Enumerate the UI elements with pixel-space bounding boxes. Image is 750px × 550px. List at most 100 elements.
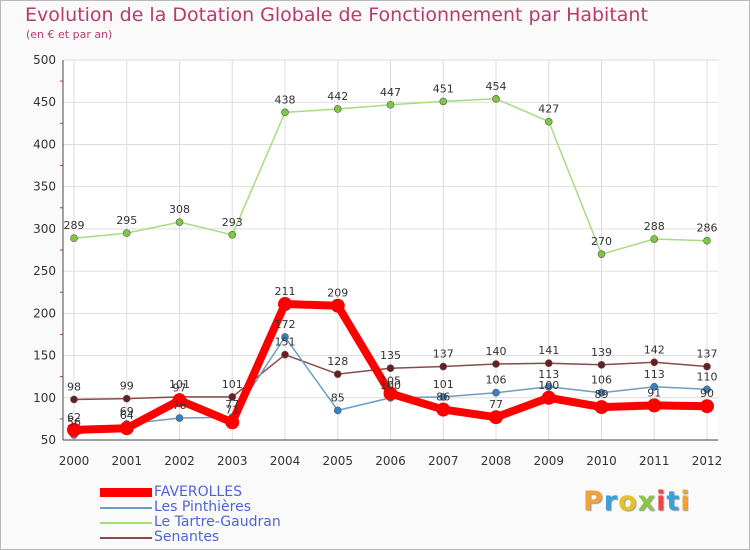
data-point-faverolles-2009	[541, 390, 556, 405]
data-point-le-tartre-gaudran-2004	[281, 108, 289, 117]
data-label-les-pinthi-res-2006: 100	[380, 379, 401, 392]
data-label-faverolles-2012: 90	[700, 387, 714, 400]
data-label-les-pinthi-res-2011: 113	[644, 368, 665, 381]
data-point-le-tartre-gaudran-2008	[492, 95, 500, 103]
data-point-le-tartre-gaudran-2000	[70, 234, 78, 242]
data-label-senantes-2009: 141	[538, 344, 559, 357]
data-label-le-tartre-gaudran-2006: 447	[380, 86, 401, 99]
data-point-senantes-2007	[439, 362, 448, 371]
data-label-senantes-2005: 128	[327, 355, 348, 368]
data-point-faverolles-2010	[594, 400, 609, 415]
data-label-faverolles-2004: 211	[275, 285, 296, 298]
x-tick-label-2002: 2002	[164, 454, 195, 468]
data-label-faverolles-2005: 209	[327, 287, 348, 300]
data-point-faverolles-2002	[172, 393, 187, 408]
data-label-les-pinthi-res-2012: 110	[697, 370, 718, 383]
x-tick-label-2000: 2000	[59, 454, 90, 468]
data-point-les-pinthi-res-2012	[703, 385, 711, 394]
data-label-les-pinthi-res-2005: 85	[331, 391, 345, 404]
data-label-les-pinthi-res-2009: 113	[538, 368, 559, 381]
data-label-faverolles-2007: 86	[436, 391, 450, 404]
data-label-faverolles-2008: 77	[489, 398, 503, 411]
data-point-le-tartre-gaudran-2001	[122, 229, 131, 237]
logo-letter: o	[618, 486, 638, 517]
data-label-le-tartre-gaudran-2009: 427	[538, 103, 559, 116]
data-label-le-tartre-gaudran-2003: 293	[222, 216, 243, 229]
data-point-les-pinthi-res-2004	[281, 333, 289, 341]
logo-letter: t	[666, 486, 681, 517]
data-label-faverolles-2011: 91	[647, 386, 661, 399]
data-point-senantes-2001	[122, 394, 131, 403]
y-tick-label-500: 500	[33, 53, 56, 67]
y-tick-label-400: 400	[33, 137, 56, 151]
data-label-senantes-2007: 137	[433, 348, 454, 361]
data-point-faverolles-2006	[383, 386, 398, 401]
proxiti-logo: Proxiti	[583, 486, 691, 517]
data-point-faverolles-2000	[67, 422, 81, 437]
x-tick-label-2007: 2007	[428, 454, 459, 468]
data-label-faverolles-2002: 97	[173, 381, 187, 394]
data-point-les-pinthi-res-2007	[439, 393, 448, 401]
x-tick-label-2006: 2006	[375, 454, 406, 468]
data-point-faverolles-2005	[330, 298, 345, 313]
data-label-faverolles-2000: 62	[67, 411, 81, 424]
data-point-le-tartre-gaudran-2010	[597, 250, 606, 259]
data-label-senantes-2004: 151	[275, 336, 296, 349]
data-point-les-pinthi-res-2002	[175, 414, 184, 422]
data-point-le-tartre-gaudran-2006	[386, 100, 395, 109]
data-label-faverolles-2001: 64	[120, 409, 134, 422]
data-label-les-pinthi-res-2003: 77	[225, 398, 239, 411]
x-tick-label-2001: 2001	[111, 454, 142, 468]
y-tick-label-300: 300	[33, 222, 56, 236]
data-point-le-tartre-gaudran-2009	[544, 117, 553, 126]
y-tick-label-150: 150	[33, 349, 56, 363]
data-label-senantes-2001: 99	[120, 380, 134, 393]
data-label-le-tartre-gaudran-2010: 270	[591, 235, 612, 248]
logo-letter: r	[603, 486, 619, 517]
chart-title: Evolution de la Dotation Globale de Fonc…	[25, 4, 648, 26]
data-point-le-tartre-gaudran-2011	[650, 235, 659, 243]
data-point-le-tartre-gaudran-2005	[333, 105, 342, 113]
x-tick-label-2012: 2012	[692, 454, 723, 468]
data-label-le-tartre-gaudran-2007: 451	[433, 82, 454, 95]
data-point-le-tartre-gaudran-2007	[439, 97, 448, 106]
logo-letter: P	[583, 486, 604, 517]
data-point-faverolles-2001	[119, 421, 134, 436]
data-label-faverolles-2010: 89	[595, 388, 609, 401]
data-point-faverolles-2011	[647, 398, 662, 413]
data-point-senantes-2010	[597, 361, 606, 369]
legend-swatch-faverolles	[100, 488, 152, 497]
x-tick-label-2005: 2005	[322, 454, 353, 468]
data-label-faverolles-2006: 105	[380, 375, 401, 388]
data-point-senantes-2005	[333, 370, 342, 378]
y-tick-label-50: 50	[41, 433, 56, 447]
data-label-les-pinthi-res-2007: 101	[433, 378, 454, 391]
y-tick-label-250: 250	[33, 264, 56, 278]
logo-letter: i	[656, 486, 667, 517]
data-label-les-pinthi-res-2001: 69	[120, 405, 134, 418]
x-tick-label-2010: 2010	[586, 454, 617, 468]
data-point-faverolles-2008	[489, 410, 503, 425]
data-point-le-tartre-gaudran-2003	[228, 231, 237, 239]
data-label-faverolles-2009: 100	[538, 379, 559, 392]
data-label-les-pinthi-res-2000: 56	[67, 416, 81, 429]
data-label-les-pinthi-res-2008: 106	[486, 374, 507, 387]
data-point-les-pinthi-res-2010	[597, 388, 606, 397]
data-label-senantes-2000: 98	[67, 380, 81, 393]
data-point-les-pinthi-res-2005	[333, 406, 342, 415]
data-point-le-tartre-gaudran-2012	[703, 236, 711, 245]
x-tick-label-2004: 2004	[270, 454, 301, 468]
legend-label-le-tartre-gaudran: Le Tartre-Gaudran	[154, 514, 281, 530]
data-label-senantes-2011: 142	[644, 343, 665, 356]
data-label-le-tartre-gaudran-2005: 442	[327, 90, 348, 103]
data-label-le-tartre-gaudran-2002: 308	[169, 203, 190, 216]
data-label-le-tartre-gaudran-2000: 289	[64, 219, 85, 232]
data-point-faverolles-2012	[700, 399, 714, 414]
data-point-senantes-2011	[650, 358, 659, 367]
data-label-le-tartre-gaudran-2012: 286	[697, 222, 718, 235]
legend-label-faverolles: FAVEROLLES	[154, 484, 242, 500]
data-label-senantes-2010: 139	[591, 346, 612, 359]
axes: 50 100 150 200 250 300 350 400 450 500 2000 2001 200…	[33, 53, 722, 468]
data-point-les-pinthi-res-2011	[650, 382, 659, 391]
